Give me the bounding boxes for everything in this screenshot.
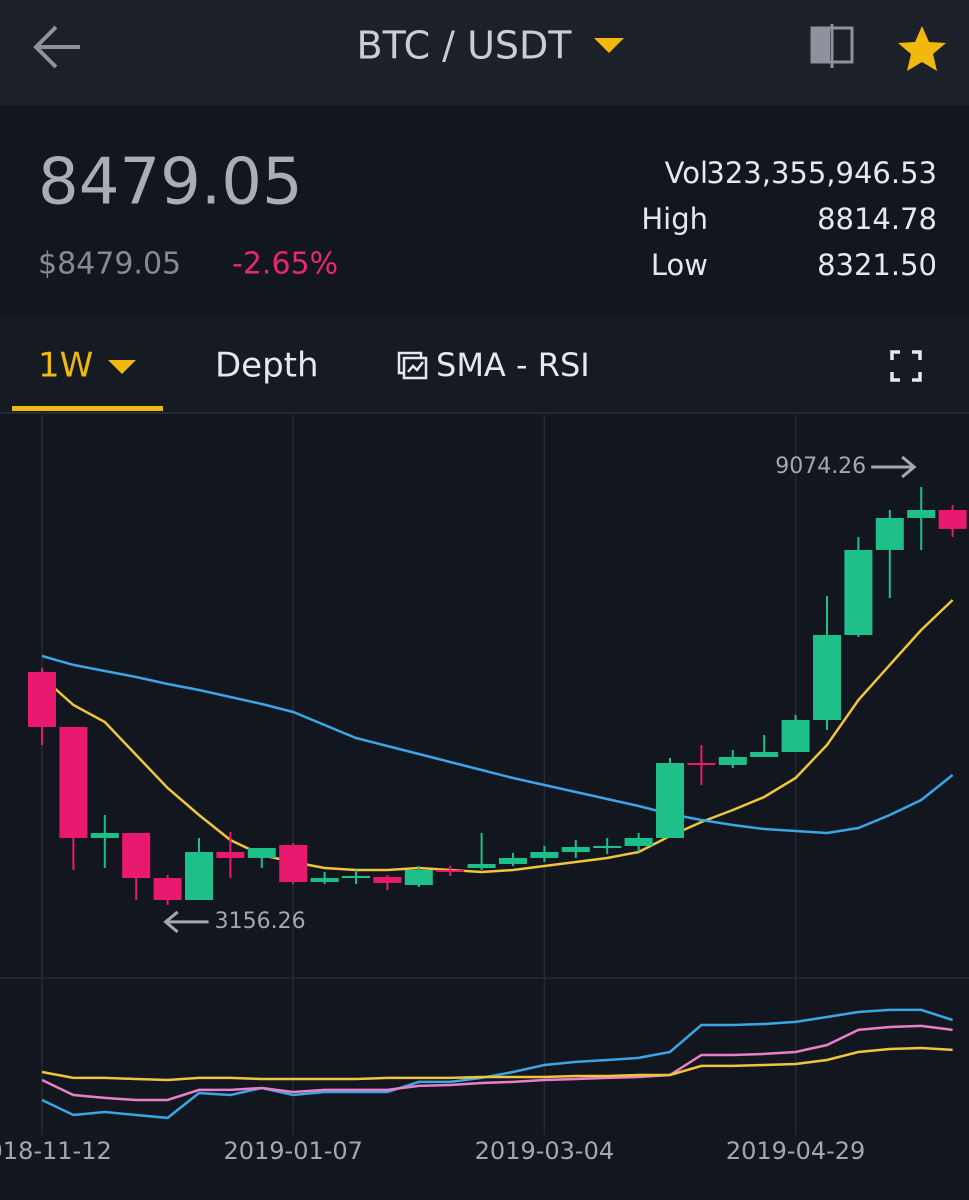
- candle-body: [781, 719, 810, 752]
- candle-body: [844, 549, 873, 636]
- max-arrow: [871, 455, 917, 479]
- x-tick-label: 2018-11-12: [0, 1137, 112, 1165]
- x-tick-label: 2019-01-07: [223, 1137, 362, 1165]
- layout-toggle[interactable]: [810, 24, 854, 68]
- candle-body: [938, 509, 967, 529]
- candle-body: [153, 878, 182, 900]
- stat-label: Vol: [665, 156, 708, 190]
- candle-body: [342, 875, 370, 879]
- candle-body: [530, 851, 559, 858]
- candle-body: [279, 844, 308, 882]
- stat-label: Low: [651, 248, 708, 282]
- min-price-label: 3156.26: [215, 909, 306, 934]
- candle-body: [90, 832, 119, 838]
- candle-body: [216, 851, 245, 858]
- max-price-label: 9074.26: [775, 454, 866, 479]
- favorite-star[interactable]: [898, 26, 946, 71]
- candle-body: [373, 876, 402, 883]
- indicator-line: [41, 1046, 953, 1082]
- candle-body: [310, 878, 339, 882]
- candle-body: [436, 869, 465, 872]
- candle-body: [404, 869, 433, 886]
- fullscreen-button[interactable]: [890, 350, 922, 382]
- candle-body: [59, 726, 88, 838]
- stat-value: 8321.50: [817, 248, 937, 282]
- indicator-line: [41, 1008, 953, 1120]
- stat-value: 8814.78: [817, 202, 937, 236]
- min-arrow: [163, 910, 209, 934]
- candle-body: [467, 863, 496, 869]
- indicator-line: [41, 599, 954, 874]
- candle-body: [593, 845, 622, 849]
- candle-body: [813, 635, 841, 720]
- pair-dropdown[interactable]: [594, 38, 624, 53]
- interval-tab[interactable]: 1W: [38, 346, 93, 386]
- fiat-price: $8479.05: [38, 247, 181, 282]
- top-bar: [0, 0, 969, 105]
- pair-title[interactable]: BTC / USDT: [357, 24, 573, 68]
- stat-value: 323,355,946.53: [706, 156, 937, 190]
- plot: 2018-11-12 2019-01-07 2019-03-04 2019-04-29…: [0, 415, 969, 1165]
- candle-body: [624, 837, 653, 846]
- candle-body: [750, 751, 779, 757]
- candle-body: [247, 848, 276, 858]
- active-tab-underline: [12, 406, 163, 411]
- candle-body: [28, 672, 56, 727]
- candle-body: [185, 851, 213, 900]
- candle-body: [687, 762, 716, 765]
- candle-body: [907, 509, 936, 518]
- candle-body: [499, 857, 527, 864]
- stat-label: High: [641, 202, 708, 236]
- tab-bar: [0, 318, 969, 413]
- candle-body: [122, 832, 151, 879]
- back-button[interactable]: [33, 25, 80, 69]
- last-price: 8479.05: [38, 146, 303, 220]
- indicator-tab[interactable]: SMA - RSI: [436, 346, 590, 384]
- candle-body: [875, 517, 904, 550]
- depth-tab[interactable]: Depth: [215, 346, 319, 386]
- candle-body: [656, 762, 684, 838]
- candle-body: [718, 756, 747, 765]
- indicator-line: [41, 654, 954, 835]
- interval-dropdown[interactable]: [108, 360, 136, 374]
- x-tick-label: 2019-03-04: [475, 1137, 614, 1165]
- indicator-icon[interactable]: [397, 351, 428, 380]
- price-change: -2.65%: [232, 247, 338, 282]
- x-tick-label: 2019-04-29: [726, 1137, 865, 1165]
- indicator-line: [41, 1024, 953, 1102]
- candle-body: [561, 847, 590, 852]
